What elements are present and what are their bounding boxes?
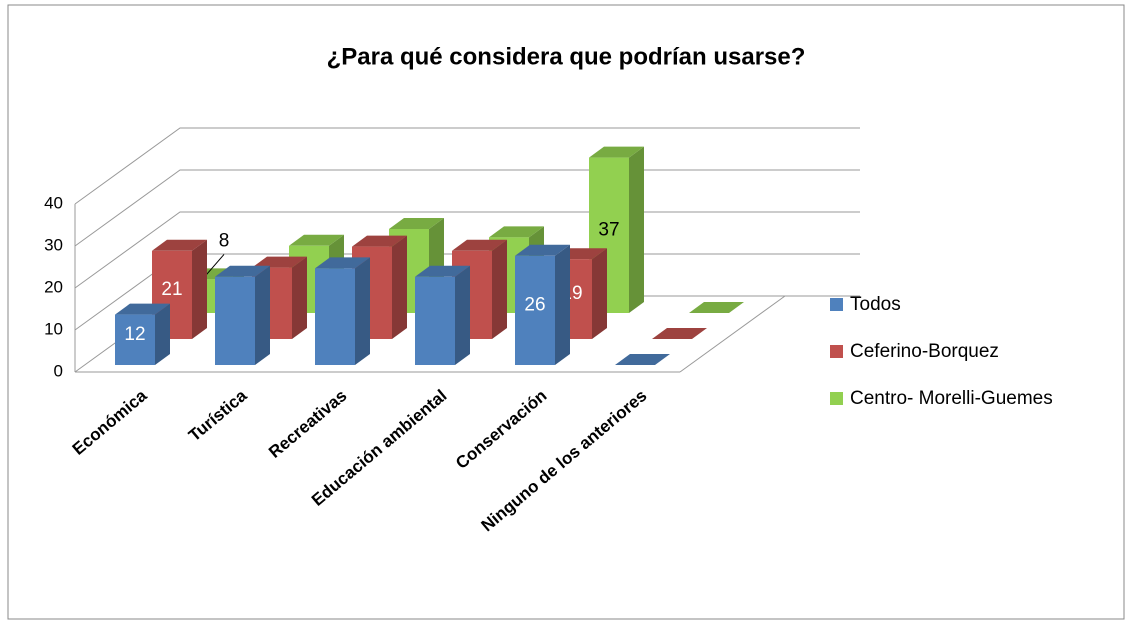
bar-top: [315, 257, 370, 269]
bar: [689, 302, 744, 313]
bar-side: [492, 239, 507, 339]
y-tick-label: 0: [54, 361, 63, 380]
legend-label: Ceferino-Borquez: [850, 341, 999, 362]
bar-side: [292, 256, 307, 339]
bar-top: [452, 239, 507, 251]
bar-top: [115, 303, 170, 315]
bar-front: [515, 255, 555, 365]
bar: [115, 303, 170, 365]
bar: [652, 328, 707, 339]
data-label: 26: [524, 294, 545, 315]
legend-label: Centro- Morelli-Guemes: [850, 388, 1053, 409]
bar: [215, 265, 270, 365]
legend-swatch: [830, 298, 843, 311]
bar-top: [689, 302, 744, 313]
bar-front: [315, 268, 355, 365]
bar-side: [192, 239, 207, 339]
grid-line: [74, 127, 860, 205]
data-label: 37: [598, 219, 619, 240]
bar-side: [629, 146, 644, 313]
y-tick-label: 30: [44, 235, 63, 254]
legend-swatch: [830, 392, 843, 405]
legend-swatch: [830, 345, 843, 358]
floor-right: [679, 295, 786, 373]
bar: [515, 244, 570, 365]
y-tick-label: 10: [44, 319, 63, 338]
bar-side: [455, 265, 470, 365]
bar-top: [152, 239, 207, 251]
bar-side: [592, 248, 607, 339]
chart-title: ¿Para qué considera que podrían usarse?: [327, 43, 806, 70]
y-tick-label: 20: [44, 277, 63, 296]
bar: [315, 257, 370, 365]
leader-line: [203, 254, 225, 278]
bar-side: [155, 303, 170, 365]
bar-front: [415, 276, 455, 365]
data-label: 21: [161, 279, 182, 300]
bar: [552, 248, 607, 339]
bar-top: [252, 256, 307, 268]
bar: [615, 354, 670, 365]
bar-top: [489, 226, 544, 238]
bar-side: [355, 257, 370, 365]
bar-front: [115, 314, 155, 365]
bar-top: [289, 234, 344, 246]
y-tick-label: 40: [44, 193, 63, 212]
legend-label: Todos: [850, 294, 901, 315]
bar-top: [415, 265, 470, 277]
bar: [152, 239, 207, 339]
data-label: 8: [219, 230, 230, 251]
bar-front: [215, 276, 255, 365]
bar-top: [215, 265, 270, 277]
bar-top: [652, 328, 707, 339]
bar-top: [352, 235, 407, 247]
bar-top: [589, 146, 644, 158]
bar-top: [615, 354, 670, 365]
data-label: 12: [124, 324, 145, 345]
bar-top: [515, 244, 570, 256]
bar: [415, 265, 470, 365]
bar-side: [555, 244, 570, 365]
bar-top: [389, 218, 444, 229]
bar-side: [255, 265, 270, 365]
bar-side: [392, 235, 407, 339]
